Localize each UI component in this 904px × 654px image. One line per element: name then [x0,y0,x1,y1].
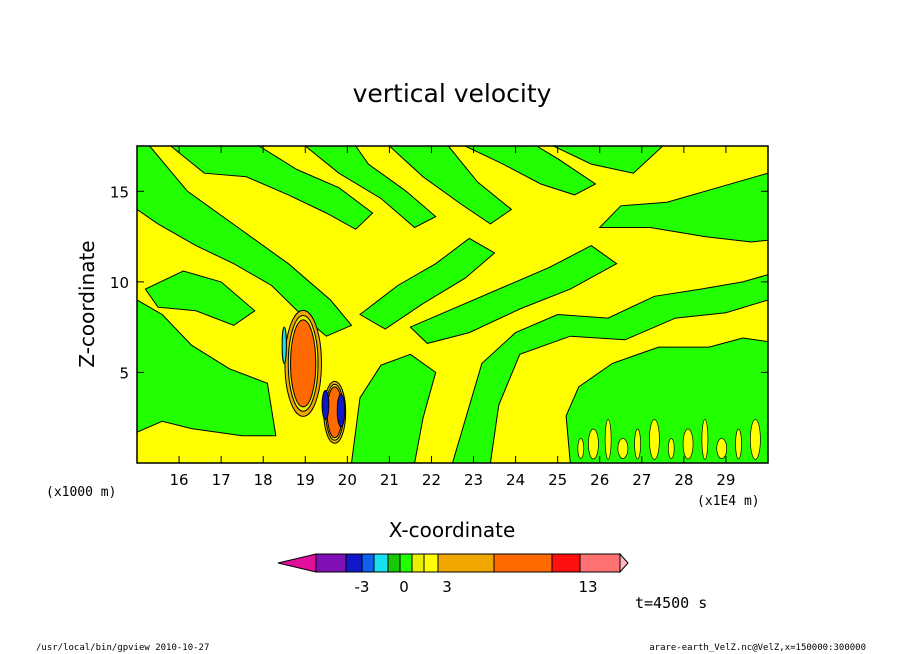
field-streak [701,419,709,460]
x-tick-label: 23 [464,471,483,489]
strong-updraft-cell [290,319,317,408]
colorbar-segment [579,553,621,573]
colorbar-segment [345,553,363,573]
field-band [388,146,513,225]
field-band [137,299,277,463]
colorbar-tick-label: 0 [399,578,409,596]
x-tick-label: 20 [338,471,357,489]
field-band [451,274,768,463]
colorbar-segment [373,553,389,573]
x-tick-label: 18 [254,471,273,489]
y-unit-label: (x1000 m) [46,485,116,500]
colorbar-tick-label: -3 [355,578,370,596]
colorbar-segment [315,553,347,573]
field-streak [716,438,728,459]
colorbar-segment [437,553,495,573]
field-band [565,337,768,463]
colorbar-segment [399,553,413,573]
field-band [169,146,374,230]
field-band [144,270,256,326]
y-tick-label: 15 [110,183,129,201]
x-axis: 16 17 18 19 20 21 22 23 24 25 26 27 28 29 [170,146,735,489]
field-band [553,146,664,174]
colorbar-segment [493,553,553,573]
y-axis-label: Z-coordinate [75,240,99,367]
field-streak [682,428,694,460]
x-axis-label: X-coordinate [389,518,516,542]
field-streak [649,419,660,460]
x-tick-label: 29 [716,471,735,489]
field-streak [604,419,612,460]
time-label: t=4500 s [635,594,707,612]
x-tick-label: 28 [674,471,693,489]
x-tick-label: 26 [590,471,609,489]
field-bands [137,146,768,463]
field-band [359,237,496,330]
x-tick-label: 27 [632,471,651,489]
y-tick-label: 5 [119,364,129,382]
colorbar-segment [361,553,375,573]
y-tick-label: 10 [110,274,129,292]
field-streak [588,428,599,460]
colorbar: -3 0 3 13 [277,552,629,596]
colorbar-max-arrow [619,552,629,574]
convective-cells [281,309,347,444]
colorbar-segment [551,553,581,573]
y-axis: 5 10 15 [110,183,768,382]
field-band [350,353,437,463]
x-tick-label: 19 [296,471,315,489]
colorbar-tick-label: 13 [578,578,597,596]
field-streak [634,428,641,460]
colorbar-tick-label: 3 [442,578,452,596]
footer-right: arare-earth_VelZ.nc@VelZ,x=150000:300000 [649,643,866,653]
field-streak [577,438,585,459]
x-tick-label: 17 [212,471,231,489]
plot-frame [136,145,769,464]
x-tick-label: 16 [170,471,189,489]
field-streak [617,438,629,459]
colorbar-segment [423,553,439,573]
chart-title: vertical velocity [353,79,552,108]
downdraft-cell [321,390,330,421]
x-tick-label: 21 [380,471,399,489]
colorbar-min-arrow [277,553,317,573]
field-streak [667,438,675,459]
field-band [598,172,768,243]
weak-downdraft-cell [281,326,287,364]
x-unit-label: (x1E4 m) [697,494,760,509]
field-band [464,146,597,196]
field-band [304,146,437,229]
field-streak [735,428,742,460]
field-band [409,245,618,344]
x-tick-label: 22 [422,471,441,489]
colorbar-segment [411,553,425,573]
velocity-field [137,146,768,463]
x-tick-label: 24 [506,471,525,489]
field-streak [750,419,761,460]
colorbar-segment [387,553,401,573]
field-band [137,146,353,337]
x-tick-label: 25 [548,471,567,489]
footer-left: /usr/local/bin/gpview 2010-10-27 [36,643,209,653]
field-streaks [577,419,761,460]
downdraft-cell [336,393,346,428]
